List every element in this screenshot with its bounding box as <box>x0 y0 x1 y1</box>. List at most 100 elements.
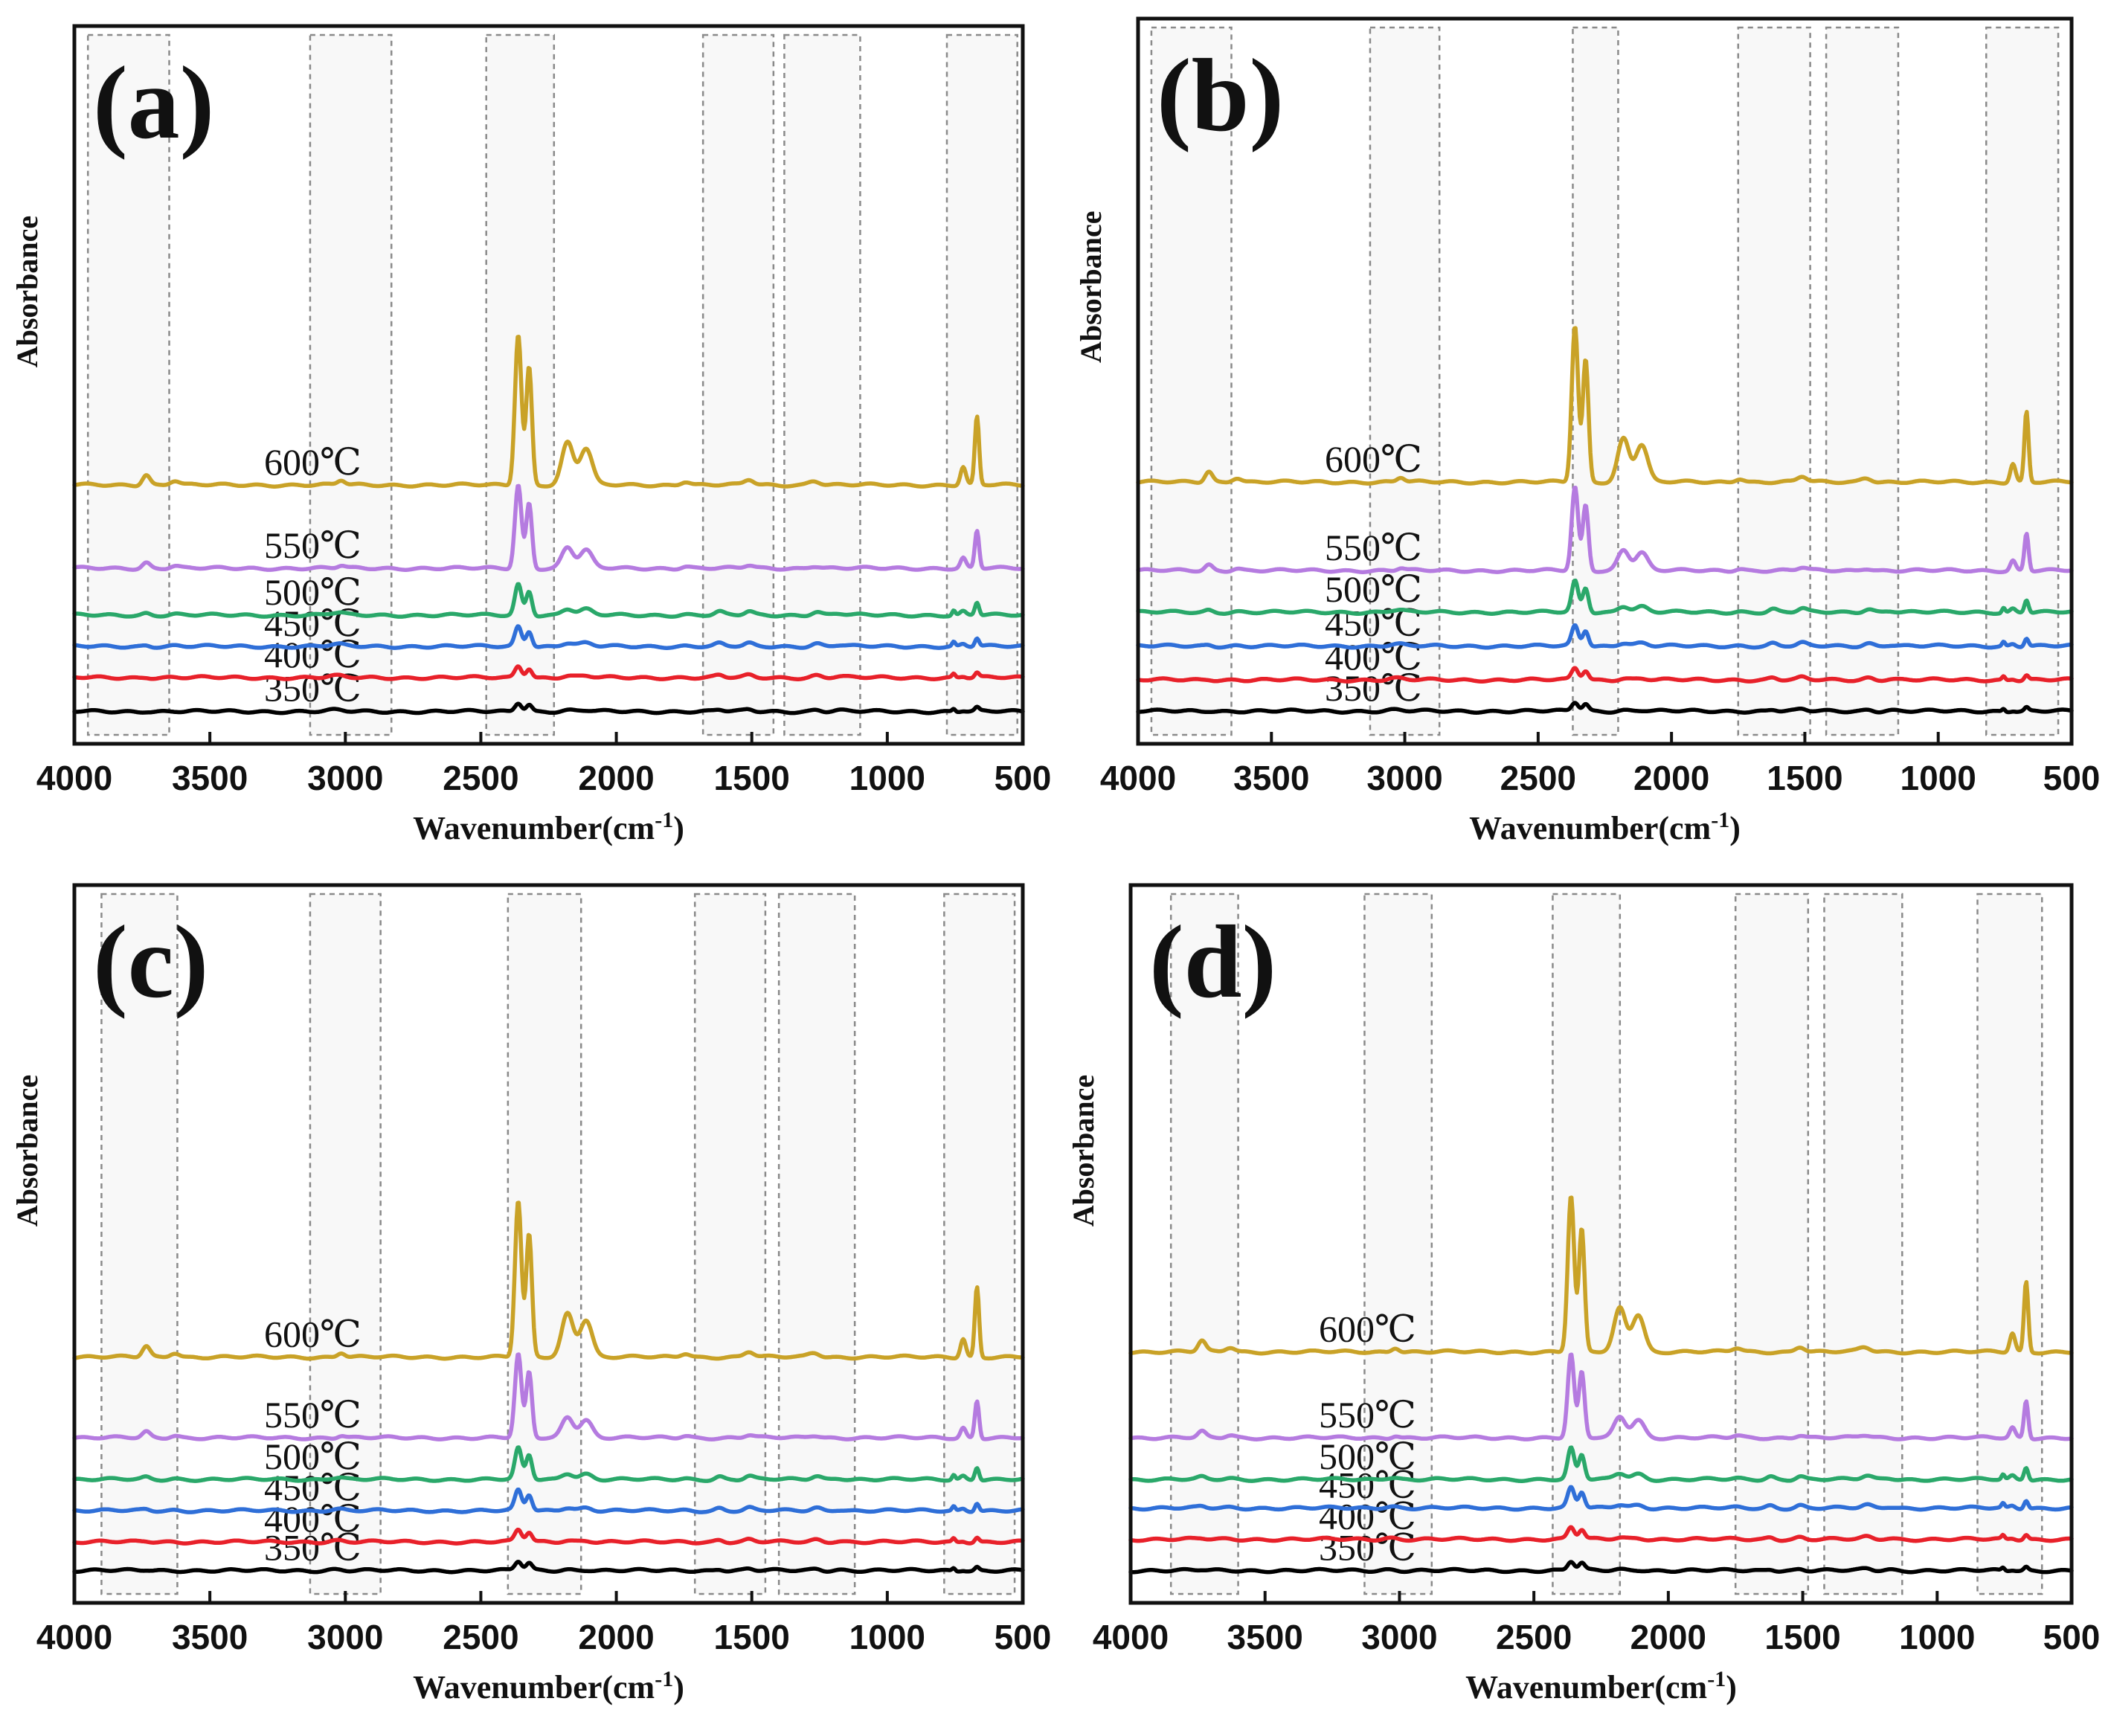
x-tick-label-d-3000: 3000 <box>1361 1618 1437 1656</box>
panel-label-d: (d) <box>1149 904 1276 1020</box>
x-tick-label-c-1500: 1500 <box>714 1618 790 1656</box>
series-label-d-350c: 350℃ <box>1319 1527 1416 1569</box>
highlight-band-b-4 <box>1737 26 1811 736</box>
series-label-c-450c: 450℃ <box>264 1467 362 1508</box>
y-axis-label-d: Absorbance <box>1067 1075 1100 1227</box>
series-label-a-450c: 450℃ <box>264 602 362 644</box>
series-line-c-550c <box>72 1352 1025 1441</box>
series-label-b-500c: 500℃ <box>1325 568 1422 610</box>
x-tick-label-b-500: 500 <box>2043 759 2101 797</box>
x-tick-label-d-1000: 1000 <box>1899 1618 1975 1656</box>
panel-label-b: (b) <box>1157 38 1284 153</box>
series-label-d-500c: 500℃ <box>1319 1436 1416 1477</box>
highlight-band-c-6 <box>943 893 1016 1595</box>
x-tick-label-d-4000: 4000 <box>1093 1618 1169 1656</box>
series-line-d-400c <box>1128 1525 2074 1543</box>
series-line-d-600c <box>1128 1195 2074 1356</box>
x-tick-label-a-3000: 3000 <box>307 759 383 797</box>
series-label-a-550c: 550℃ <box>264 524 362 566</box>
series-label-b-600c: 600℃ <box>1325 438 1422 480</box>
series-label-d-450c: 450℃ <box>1319 1465 1416 1506</box>
series-label-c-500c: 500℃ <box>264 1436 362 1477</box>
x-axis-label-c: Wavenumber(cm-1) <box>413 1667 684 1706</box>
series-label-d-600c: 600℃ <box>1319 1308 1416 1350</box>
x-axis-label-b: Wavenumber(cm-1) <box>1469 808 1741 846</box>
x-tick-label-a-1500: 1500 <box>714 759 790 797</box>
series-line-c-350c <box>72 1560 1025 1575</box>
panel-label-a: (a) <box>93 45 214 161</box>
series-line-b-550c <box>1136 485 2074 574</box>
highlight-band-a-5 <box>783 33 861 736</box>
series-line-b-600c <box>1136 326 2074 486</box>
x-tick-label-a-2000: 2000 <box>578 759 654 797</box>
series-line-a-600c <box>72 335 1025 489</box>
series-line-d-450c <box>1128 1485 2074 1512</box>
series-line-a-450c <box>72 624 1025 650</box>
x-tick-label-a-1000: 1000 <box>849 759 925 797</box>
x-tick-label-b-2500: 2500 <box>1500 759 1576 797</box>
series-line-c-450c <box>72 1487 1025 1514</box>
series-label-d-550c: 550℃ <box>1319 1394 1416 1436</box>
x-tick-label-b-2000: 2000 <box>1633 759 1709 797</box>
series-label-a-600c: 600℃ <box>264 441 362 483</box>
y-axis-label-a: Absorbance <box>10 216 44 367</box>
axis-frame-a <box>72 24 1025 746</box>
x-tick-label-d-2500: 2500 <box>1496 1618 1572 1656</box>
x-tick-label-c-2000: 2000 <box>578 1618 654 1656</box>
series-line-a-400c <box>72 664 1025 681</box>
series-label-a-500c: 500℃ <box>264 571 362 613</box>
series-label-b-350c: 350℃ <box>1325 667 1422 709</box>
series-label-c-550c: 550℃ <box>264 1394 362 1436</box>
panel-label-c: (c) <box>93 904 208 1020</box>
highlight-band-d-4 <box>1734 893 1810 1595</box>
series-line-b-500c <box>1136 578 2074 616</box>
highlight-band-b-5 <box>1825 26 1900 736</box>
highlight-band-b-6 <box>1985 26 2060 736</box>
series-label-b-550c: 550℃ <box>1325 527 1422 568</box>
x-tick-label-b-3500: 3500 <box>1233 759 1309 797</box>
x-tick-label-c-4000: 4000 <box>36 1618 112 1656</box>
x-tick-label-c-3000: 3000 <box>307 1618 383 1656</box>
series-line-c-400c <box>72 1527 1025 1546</box>
highlight-band-b-2 <box>1369 26 1441 736</box>
x-tick-label-a-4000: 4000 <box>36 759 112 797</box>
series-line-a-550c <box>72 483 1025 572</box>
series-line-b-400c <box>1136 666 2074 684</box>
series-line-c-500c <box>72 1445 1025 1483</box>
x-tick-label-d-1500: 1500 <box>1764 1618 1840 1656</box>
y-axis-label-b: Absorbance <box>1074 211 1108 363</box>
x-tick-label-b-1500: 1500 <box>1767 759 1842 797</box>
series-line-d-350c <box>1128 1560 2074 1575</box>
series-label-c-600c: 600℃ <box>264 1314 362 1355</box>
x-tick-label-b-4000: 4000 <box>1100 759 1176 797</box>
series-line-d-550c <box>1128 1352 2074 1441</box>
x-tick-label-b-1000: 1000 <box>1900 759 1976 797</box>
highlight-band-c-5 <box>777 893 856 1595</box>
highlight-band-a-6 <box>945 33 1018 736</box>
highlight-band-a-2 <box>309 33 393 736</box>
highlight-band-d-5 <box>1823 893 1903 1595</box>
series-label-c-350c: 350℃ <box>264 1527 362 1569</box>
axis-frame-c <box>72 883 1025 1605</box>
highlight-band-c-4 <box>693 893 767 1595</box>
x-tick-label-d-3500: 3500 <box>1227 1618 1303 1656</box>
series-line-c-600c <box>72 1200 1025 1361</box>
x-tick-label-a-2500: 2500 <box>443 759 518 797</box>
x-tick-label-d-500: 500 <box>2043 1618 2101 1656</box>
series-line-a-500c <box>72 582 1025 619</box>
series-line-b-350c <box>1136 701 2074 715</box>
series-label-a-400c: 400℃ <box>264 634 362 675</box>
axis-frame-d <box>1128 883 2074 1605</box>
highlight-band-a-4 <box>701 33 775 736</box>
x-axis-label-a: Wavenumber(cm-1) <box>413 808 684 846</box>
series-line-a-350c <box>72 701 1025 716</box>
x-tick-label-c-500: 500 <box>995 1618 1052 1656</box>
highlight-band-b-3 <box>1572 26 1619 736</box>
highlight-band-d-3 <box>1552 893 1622 1595</box>
x-tick-label-d-2000: 2000 <box>1630 1618 1706 1656</box>
x-tick-label-a-3500: 3500 <box>172 759 248 797</box>
